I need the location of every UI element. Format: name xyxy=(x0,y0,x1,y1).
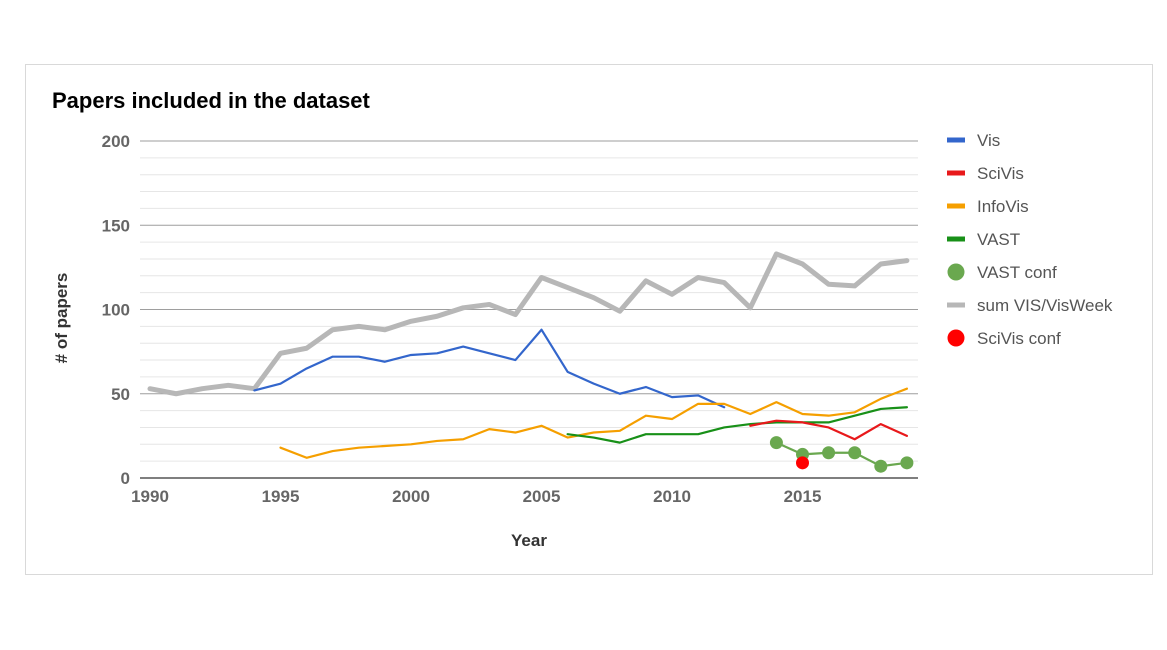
y-tick-label: 100 xyxy=(102,301,130,320)
data-point-scivis-conf xyxy=(796,456,809,470)
legend-label-sum-vis-visweek: sum VIS/VisWeek xyxy=(977,296,1113,315)
legend-swatch-sum-vis-visweek xyxy=(947,302,965,308)
x-tick-label: 2015 xyxy=(784,487,822,506)
data-point-vast-conf xyxy=(900,456,914,470)
y-tick-label: 50 xyxy=(111,385,130,404)
legend-swatch-infovis xyxy=(947,203,965,209)
legend-label-scivis: SciVis xyxy=(977,164,1024,183)
series-line-infovis xyxy=(279,387,909,459)
series-line-vast xyxy=(566,406,909,444)
x-tick-label: 1990 xyxy=(131,487,169,506)
data-point-vast-conf xyxy=(769,436,783,450)
y-tick-label: 0 xyxy=(121,469,130,488)
y-tick-label: 150 xyxy=(102,216,130,235)
legend-label-vast-conf: VAST conf xyxy=(977,263,1057,282)
data-point-vast-conf xyxy=(848,446,862,460)
legend-swatch-vis xyxy=(947,137,965,143)
y-axis-label: # of papers xyxy=(52,273,71,364)
series-line-vis xyxy=(253,328,726,409)
series-line-sum-vis-visweek xyxy=(147,251,910,397)
x-tick-label: 2000 xyxy=(392,487,430,506)
x-tick-label: 2010 xyxy=(653,487,691,506)
legend-label-vast: VAST xyxy=(977,230,1020,249)
series-layer xyxy=(147,251,914,473)
legend: Vis SciVis InfoVis VAST VAST conf sum VIS/Vis… xyxy=(947,131,1113,348)
data-point-vast-conf xyxy=(822,446,836,460)
legend-marker-scivis-conf xyxy=(947,329,965,347)
chart-title: Papers included in the dataset xyxy=(52,88,370,113)
legend-label-vis: Vis xyxy=(977,131,1000,150)
legend-label-scivis-conf: SciVis conf xyxy=(977,329,1061,348)
legend-label-infovis: InfoVis xyxy=(977,197,1029,216)
chart-card xyxy=(25,64,1153,575)
legend-swatch-scivis xyxy=(947,170,965,176)
legend-swatch-vast xyxy=(947,236,965,242)
series-line-vast-conf xyxy=(775,441,909,468)
series-line-scivis xyxy=(749,419,909,441)
y-tick-label: 200 xyxy=(102,132,130,151)
x-axis-label: Year xyxy=(511,531,547,550)
grid-lines xyxy=(140,140,918,479)
legend-marker-vast-conf xyxy=(947,263,965,281)
x-tick-label: 2005 xyxy=(523,487,561,506)
data-point-vast-conf xyxy=(874,459,888,473)
x-axis-ticks: 1990 1995 2000 2005 2010 2015 xyxy=(131,487,821,506)
y-axis-ticks: 0 50 100 150 200 xyxy=(102,132,130,488)
x-tick-label: 1995 xyxy=(262,487,300,506)
